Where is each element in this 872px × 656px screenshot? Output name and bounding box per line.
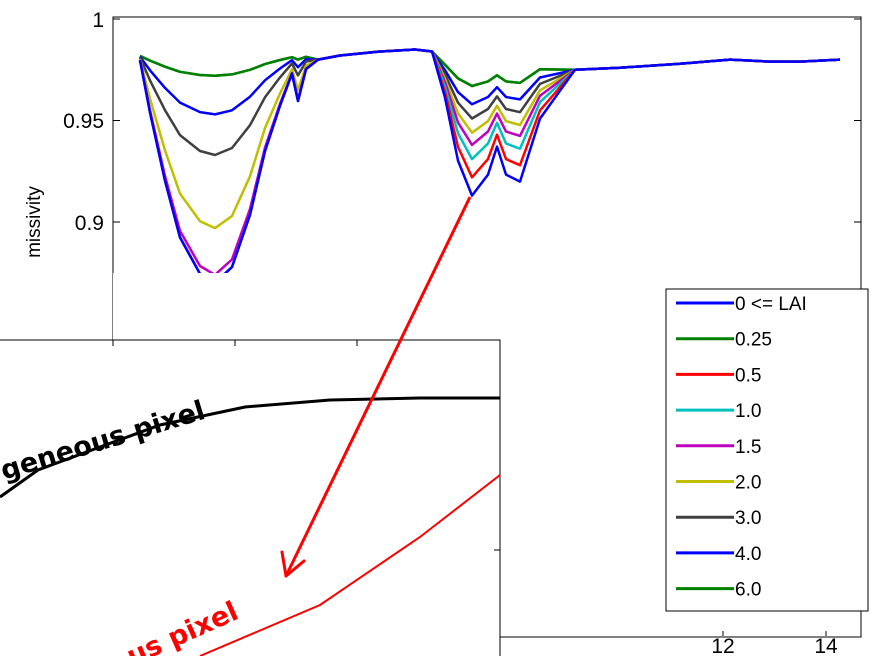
legend-label: 0.5 [735,365,761,386]
inset-chart: geneous pixel us pixel [0,339,501,656]
clip-mask [113,273,263,343]
y-tick-label: 0.9 [75,212,104,235]
legend-label: 3.0 [735,508,761,529]
pointer-arrow [280,196,472,578]
y-tick-labels: 1 0.95 0.9 [63,9,104,235]
heterogeneous-pixel-curve [199,474,501,656]
x-tick-labels: 12 14 [711,635,838,656]
legend-label: 0.25 [735,330,772,351]
y-tick-label: 1 [92,9,104,32]
legend-label: 4.0 [735,544,761,565]
legend-box [665,288,869,612]
x-tick-label: 14 [814,635,838,656]
homogeneous-pixel-curve [0,396,500,499]
legend: 0 <= LAI 0.25 0.5 1.0 1.5 2.0 3.0 4.0 6.0 [665,288,869,612]
arrow-shaft [284,196,472,577]
x-tick-label: 12 [711,635,734,656]
legend-label: 2.0 [735,473,761,494]
legend-label: 1.5 [735,437,761,458]
legend-items: 0 <= LAI 0.25 0.5 1.0 1.5 2.0 3.0 4.0 6.0 [676,294,807,601]
y-tick-label: 0.95 [63,110,104,133]
y-axis-label: missivity [24,186,45,258]
arrow-head [280,550,306,578]
legend-label: 0 <= LAI [735,294,807,315]
legend-label: 6.0 [735,580,761,601]
legend-label: 1.0 [735,401,761,422]
x-tick-marks [722,631,827,636]
inset-plot-frame [0,339,501,656]
y-tick-marks [113,18,861,223]
